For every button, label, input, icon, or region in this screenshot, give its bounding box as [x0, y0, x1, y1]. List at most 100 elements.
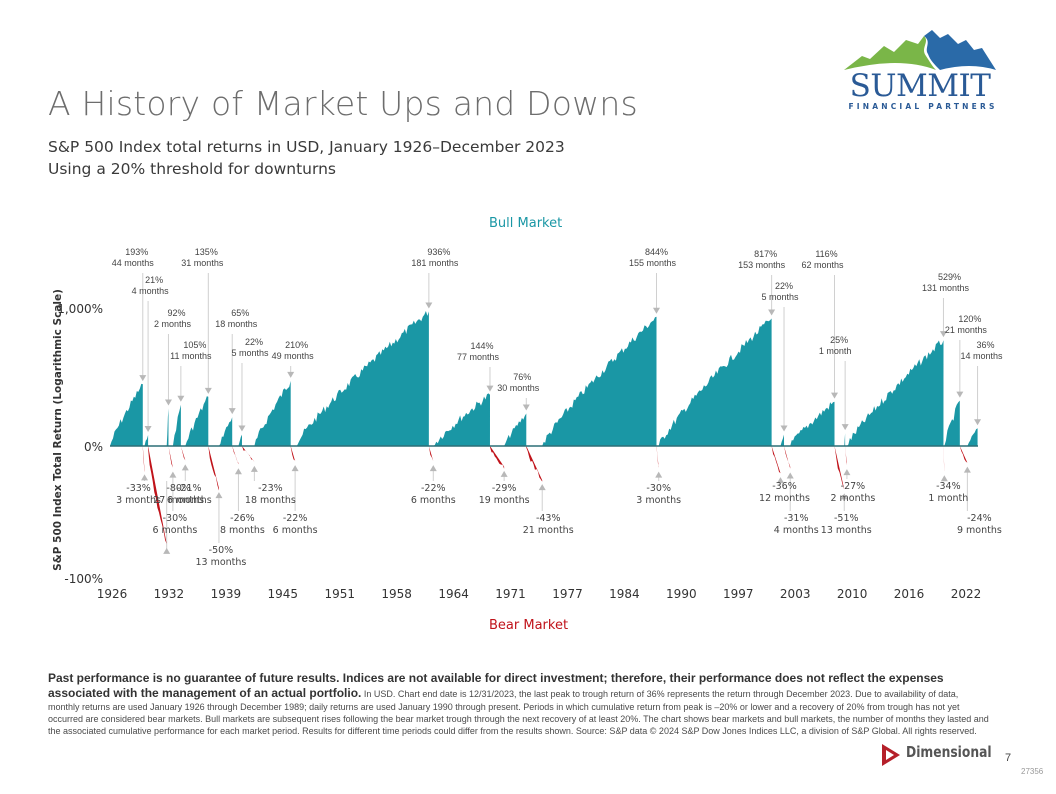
- bear-market-area: [784, 446, 791, 469]
- bear-return-label: -33%: [126, 483, 151, 494]
- dimensional-wordmark: Dimensional: [906, 743, 992, 761]
- bull-peak-marker: [486, 385, 494, 392]
- bear-return-label: -34%: [936, 481, 961, 492]
- annotation-leaders: [142, 273, 979, 552]
- bear-duration-label: 3 months: [636, 495, 681, 506]
- bull-duration-label: 77 months: [457, 352, 500, 362]
- bear-duration-label: 13 months: [821, 525, 872, 536]
- x-tick-label: 1977: [552, 587, 583, 601]
- bear-trough-marker: [181, 464, 189, 471]
- bull-market-area: [218, 417, 233, 446]
- bear-market-area: [656, 446, 659, 468]
- bear-duration-label: 13 months: [195, 557, 246, 568]
- bear-trough-marker: [963, 466, 971, 473]
- bull-market-area: [110, 383, 143, 446]
- bull-duration-label: 11 months: [170, 351, 212, 361]
- bear-trough-marker: [786, 472, 794, 479]
- bull-duration-label: 62 months: [801, 260, 844, 270]
- bear-market-area: [142, 446, 145, 473]
- bull-return-label: 21%: [145, 275, 163, 285]
- bear-trough-marker: [500, 470, 508, 477]
- bull-duration-label: 4 months: [132, 286, 170, 296]
- bear-trough-marker: [538, 484, 546, 491]
- bear-duration-label: 6 months: [273, 525, 318, 536]
- bull-duration-label: 49 months: [272, 351, 315, 361]
- bear-market-area: [959, 446, 968, 463]
- y-tick-1000: 1,000%: [57, 302, 103, 316]
- bull-duration-label: 14 months: [961, 351, 1004, 361]
- bear-trough-marker: [163, 547, 171, 554]
- bull-peak-marker: [139, 375, 147, 382]
- bear-duration-label: 2 months: [830, 493, 875, 504]
- bear-trough-marker: [141, 474, 149, 481]
- x-tick-label: 2022: [951, 587, 982, 601]
- bear-duration-label: 21 months: [523, 525, 574, 536]
- bear-return-label: -31%: [784, 513, 809, 524]
- bull-duration-label: 30 months: [497, 383, 540, 393]
- bull-peak-marker: [204, 387, 212, 394]
- dimensional-logo: Dimensional: [880, 743, 992, 767]
- bull-peak-marker: [974, 419, 982, 426]
- bull-return-label: 25%: [830, 335, 848, 345]
- bull-peak-marker: [939, 331, 947, 338]
- y-axis-ticks: 1,000% 0% -100%: [57, 302, 103, 586]
- bull-peak-marker: [228, 408, 236, 415]
- bear-trough-marker: [291, 465, 299, 472]
- bear-market-area: [489, 446, 505, 469]
- bull-market-area: [172, 404, 181, 446]
- logo-tagline: FINANCIAL PARTNERS: [848, 102, 998, 111]
- bull-duration-label: 5 months: [231, 348, 269, 358]
- bear-duration-label: 6 months: [167, 495, 212, 506]
- bear-return-label: -43%: [536, 513, 561, 524]
- bear-market-area: [241, 446, 255, 462]
- bear-return-label: -22%: [421, 483, 446, 494]
- bull-peak-marker: [177, 395, 185, 402]
- bear-trough-marker: [843, 469, 851, 476]
- bear-market-area: [845, 446, 847, 466]
- mountain-icon: [844, 30, 996, 70]
- bear-return-label: -26%: [230, 513, 255, 524]
- bear-return-label: -22%: [283, 513, 308, 524]
- bear-return-label: -36%: [772, 481, 797, 492]
- bear-market-area: [526, 446, 543, 482]
- bull-return-label: 76%: [513, 372, 531, 382]
- bear-trough-marker: [940, 475, 948, 482]
- bear-duration-label: 6 months: [411, 495, 456, 506]
- bull-market-area: [254, 380, 291, 446]
- bear-market-area: [208, 446, 219, 491]
- bull-market-area: [185, 396, 209, 446]
- bull-market-area: [144, 435, 149, 446]
- bear-return-label: -30%: [646, 483, 671, 494]
- bear-return-label: -24%: [967, 513, 992, 524]
- bull-return-label: 193%: [125, 247, 148, 257]
- summit-logo: SUMMIT FINANCIAL PARTNERS: [840, 26, 1000, 112]
- bull-peak-marker: [780, 425, 788, 432]
- bear-duration-label: 19 months: [479, 495, 530, 506]
- bull-market-area: [238, 434, 242, 446]
- disclaimer-body: In USD. Chart end date is 12/31/2023, th…: [48, 689, 989, 736]
- bear-trough-marker: [250, 465, 258, 472]
- bull-return-label: 210%: [285, 340, 308, 350]
- bull-peak-marker: [831, 392, 839, 399]
- bull-peak-marker: [956, 391, 964, 398]
- bull-peak-marker: [164, 399, 172, 406]
- market-areas: [110, 311, 978, 544]
- x-tick-label: 1926: [97, 587, 128, 601]
- bull-peak-marker: [425, 302, 433, 309]
- bear-return-label: -50%: [209, 545, 234, 556]
- bull-market-area: [844, 433, 846, 446]
- bull-market-area: [166, 408, 169, 446]
- subtitle-line-2: Using a 20% threshold for downturns: [48, 160, 337, 178]
- annotation-markers: [139, 302, 982, 554]
- bear-duration-label: 6 months: [152, 525, 197, 536]
- bull-return-label: 22%: [775, 281, 793, 291]
- bull-return-label: 936%: [427, 247, 450, 257]
- bull-market-area: [295, 311, 429, 447]
- x-tick-label: 1997: [723, 587, 754, 601]
- bull-return-label: 105%: [183, 340, 206, 350]
- bull-return-label: 135%: [195, 247, 218, 257]
- bull-peak-marker: [144, 426, 152, 433]
- bear-trough-marker: [776, 477, 784, 484]
